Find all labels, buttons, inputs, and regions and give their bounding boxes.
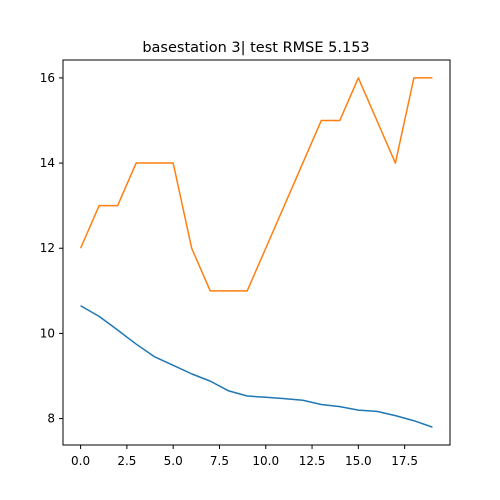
series-line-2 [79, 77, 433, 292]
plot-frame [62, 59, 451, 446]
x-tick-label: 10.0 [252, 454, 279, 468]
y-tick-label: 16 [40, 71, 55, 85]
y-tick-label: 10 [40, 326, 55, 340]
y-axis: 8 10 12 14 16 [40, 71, 63, 426]
y-tick-label: 12 [40, 241, 55, 255]
x-tick-label: 7.5 [210, 454, 229, 468]
x-tick-label: 12.5 [299, 454, 326, 468]
x-tick-label: 5.0 [164, 454, 183, 468]
x-tick-label: 15.0 [345, 454, 372, 468]
x-tick-label: 2.5 [117, 454, 136, 468]
x-tick-label: 17.5 [391, 454, 418, 468]
chart-title: basestation 3| test RMSE 5.153 [142, 40, 369, 56]
series-layer [79, 77, 433, 428]
x-tick-label: 0.0 [71, 454, 90, 468]
y-tick-label: 8 [47, 412, 55, 426]
x-axis: 0.0 2.5 5.0 7.5 10.0 12.5 15.0 17.5 [71, 445, 418, 468]
y-tick-label: 14 [40, 156, 55, 170]
series-line-1 [80, 305, 433, 428]
